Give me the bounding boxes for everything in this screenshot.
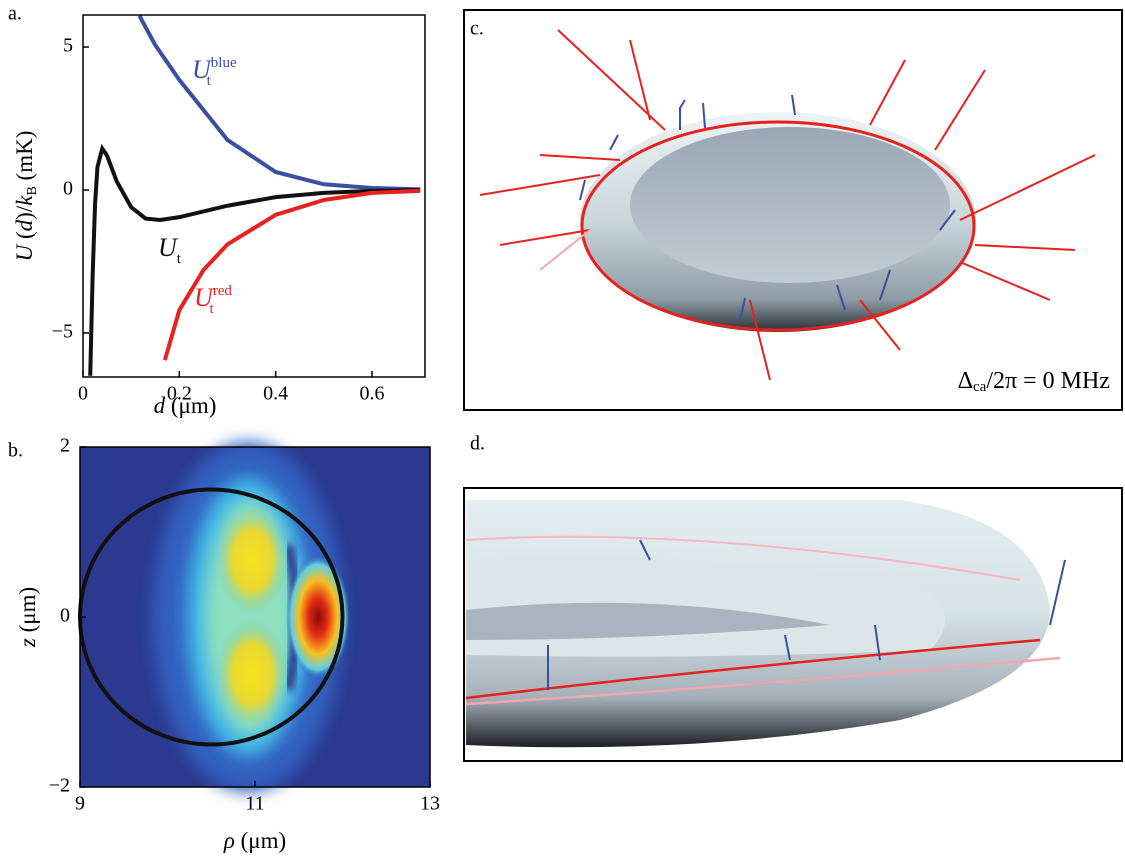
text: t [209, 301, 214, 317]
text: ρ [223, 828, 235, 853]
text: blue [211, 55, 237, 71]
text: (μm) [235, 828, 286, 853]
text: red [213, 283, 233, 299]
text: t [207, 73, 212, 89]
y-tick-label: 0 [63, 178, 73, 200]
text: (mK) [12, 131, 37, 187]
text: U [194, 283, 215, 312]
axes-frame [79, 446, 431, 788]
text: t [177, 251, 182, 267]
axis-label: d (μm) [154, 393, 217, 418]
text: )/ [12, 205, 37, 220]
text: B [25, 186, 40, 195]
x-tick-label: 0.4 [263, 383, 288, 405]
axis-label: z (μm) [15, 587, 40, 648]
y-tick-label: −2 [49, 775, 70, 797]
x-tick-label: 11 [245, 793, 264, 815]
series-label: Ut [158, 233, 182, 267]
panel-label: a. [8, 3, 22, 25]
panel-label: c. [470, 18, 484, 40]
heatmap [80, 442, 430, 792]
axis-label: ρ (μm) [223, 828, 286, 853]
text: ( [12, 231, 37, 244]
y-tick-label: 2 [60, 435, 70, 457]
panel-label: b. [8, 440, 23, 462]
text: /2π = 0 MHz [986, 368, 1110, 394]
y-tick-label: −5 [52, 321, 73, 343]
text: z [15, 638, 40, 648]
x-tick-label: 0 [78, 383, 88, 405]
text: k [12, 195, 37, 206]
x-tick-label: 0.6 [360, 383, 385, 405]
text: d [12, 219, 37, 231]
line [137, 15, 421, 192]
annotation: Δca/2π = 0 MHz [958, 368, 1110, 396]
y-tick-label: 0 [60, 605, 70, 627]
text: ca [973, 379, 987, 395]
series-label: Ured t [194, 283, 232, 317]
text: d [154, 393, 166, 418]
render-c [463, 9, 1123, 411]
panel-label: d. [470, 433, 485, 455]
text: (μm) [165, 393, 216, 418]
text: U [158, 233, 179, 262]
plot-area [88, 15, 421, 376]
axis-label: U (d)/kB (mK) [12, 131, 40, 262]
x-tick-label: 0.2 [167, 383, 192, 405]
text: (μm) [15, 587, 40, 638]
x-tick-label: 13 [420, 793, 440, 815]
render-d [463, 487, 1123, 762]
line [162, 188, 421, 361]
text: Δ [958, 368, 973, 394]
axes-frame [82, 14, 426, 378]
y-tick-label: 5 [63, 35, 73, 57]
text: U [192, 55, 213, 84]
text: U [12, 243, 37, 261]
x-tick-label: 9 [75, 793, 85, 815]
line [88, 143, 421, 376]
series-label: Ublue t [192, 55, 237, 89]
